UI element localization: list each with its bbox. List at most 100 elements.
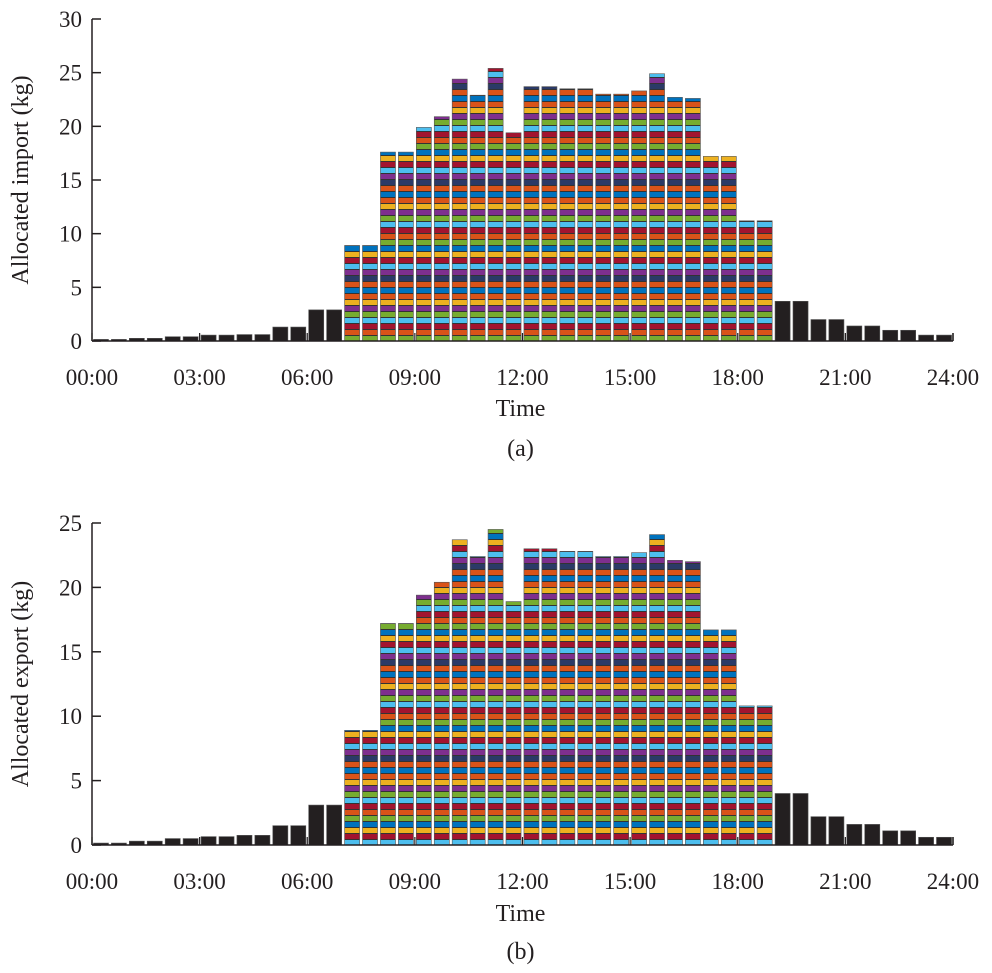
bar bbox=[469, 94, 486, 342]
bar bbox=[416, 127, 432, 342]
bar bbox=[380, 623, 396, 846]
y-axis-label: Allocated export (kg) bbox=[8, 581, 34, 788]
chart-panel-a: 0 5 10 15 20 25 30 00:00 03:00 06:00 09:00 12:00 15:… bbox=[8, 7, 979, 462]
x-tick-label: 00:00 bbox=[66, 365, 118, 390]
x-tick-label: 21:00 bbox=[819, 869, 871, 894]
x-tick-label: 24:00 bbox=[927, 869, 979, 894]
chart-panel-b: 0 5 10 15 20 25 00:00 03:00 06:00 09:00 12:00 15:00… bbox=[8, 511, 979, 965]
bar bbox=[362, 245, 378, 342]
y-tick-label: 0 bbox=[71, 329, 83, 354]
x-tick-label: 09:00 bbox=[389, 365, 441, 390]
bar bbox=[218, 334, 235, 342]
y-tick-label: 10 bbox=[59, 222, 82, 247]
bar bbox=[828, 816, 845, 846]
y-tick-label: 20 bbox=[59, 114, 82, 139]
x-tick-label: 12:00 bbox=[496, 365, 548, 390]
bar bbox=[613, 93, 629, 342]
bar bbox=[828, 319, 845, 342]
y-tick-label: 15 bbox=[59, 640, 82, 665]
bar bbox=[936, 836, 952, 846]
bar bbox=[451, 539, 468, 846]
bar bbox=[523, 86, 540, 342]
bar bbox=[236, 334, 253, 342]
bar bbox=[631, 552, 647, 846]
x-tick-label: 06:00 bbox=[281, 869, 333, 894]
x-tick-label: 18:00 bbox=[712, 365, 764, 390]
bar bbox=[290, 326, 307, 342]
bar bbox=[685, 98, 701, 342]
bar bbox=[487, 529, 504, 846]
bar bbox=[720, 629, 737, 846]
bar bbox=[649, 73, 665, 342]
bar bbox=[218, 836, 235, 846]
bar bbox=[254, 835, 271, 846]
bar bbox=[936, 334, 952, 342]
bar bbox=[398, 623, 414, 846]
bar bbox=[344, 730, 360, 846]
y-tick-label: 25 bbox=[59, 511, 82, 536]
bar bbox=[703, 156, 719, 342]
bar bbox=[900, 329, 916, 342]
bar bbox=[577, 88, 594, 342]
bar bbox=[738, 705, 755, 846]
bar bbox=[792, 793, 809, 846]
y-tick-label: 30 bbox=[59, 7, 82, 32]
bar bbox=[541, 548, 558, 846]
bar bbox=[290, 825, 307, 846]
bar bbox=[864, 325, 881, 342]
bar bbox=[882, 329, 899, 342]
bar bbox=[595, 556, 612, 846]
x-tick-label: 21:00 bbox=[819, 365, 871, 390]
bar bbox=[236, 835, 253, 846]
x-tick-label: 03:00 bbox=[173, 869, 225, 894]
bar bbox=[362, 730, 378, 846]
bar bbox=[810, 319, 827, 342]
bar bbox=[308, 804, 325, 846]
x-axis-label: Time bbox=[496, 396, 546, 422]
bar bbox=[900, 830, 916, 846]
y-tick-label: 5 bbox=[71, 769, 83, 794]
bar bbox=[380, 151, 396, 342]
bar bbox=[613, 556, 629, 846]
x-tick-label: 15:00 bbox=[604, 365, 656, 390]
bar bbox=[685, 561, 701, 846]
bar bbox=[182, 838, 199, 846]
bar bbox=[720, 156, 737, 342]
x-tick-label: 09:00 bbox=[389, 869, 441, 894]
panel-caption: (a) bbox=[507, 436, 534, 462]
y-tick-label: 5 bbox=[71, 275, 83, 300]
y-axis-label: Allocated import (kg) bbox=[8, 75, 34, 284]
bar bbox=[667, 97, 683, 342]
bar bbox=[308, 309, 325, 342]
bar bbox=[667, 560, 683, 846]
panel-caption: (b) bbox=[507, 939, 535, 965]
bar bbox=[505, 132, 522, 342]
bar bbox=[774, 300, 791, 342]
bar bbox=[595, 93, 612, 342]
bar bbox=[164, 838, 181, 846]
bar bbox=[505, 601, 522, 846]
bar bbox=[649, 534, 665, 846]
bar bbox=[416, 594, 432, 846]
bar bbox=[326, 309, 342, 342]
bar bbox=[398, 151, 414, 342]
bar bbox=[846, 325, 863, 342]
bar bbox=[523, 548, 540, 846]
bar bbox=[541, 86, 558, 342]
bar bbox=[756, 220, 773, 342]
bar bbox=[254, 334, 271, 342]
bar bbox=[344, 245, 360, 342]
bar bbox=[846, 824, 863, 846]
bar bbox=[864, 824, 881, 846]
x-tick-label: 00:00 bbox=[66, 869, 118, 894]
bar bbox=[774, 793, 791, 846]
x-tick-label: 15:00 bbox=[604, 869, 656, 894]
bar bbox=[631, 90, 647, 342]
x-tick-label: 06:00 bbox=[281, 365, 333, 390]
y-tick-label: 25 bbox=[59, 61, 82, 86]
bar bbox=[433, 116, 450, 342]
bar bbox=[703, 629, 719, 846]
x-tick-label: 03:00 bbox=[173, 365, 225, 390]
bar bbox=[559, 88, 576, 342]
